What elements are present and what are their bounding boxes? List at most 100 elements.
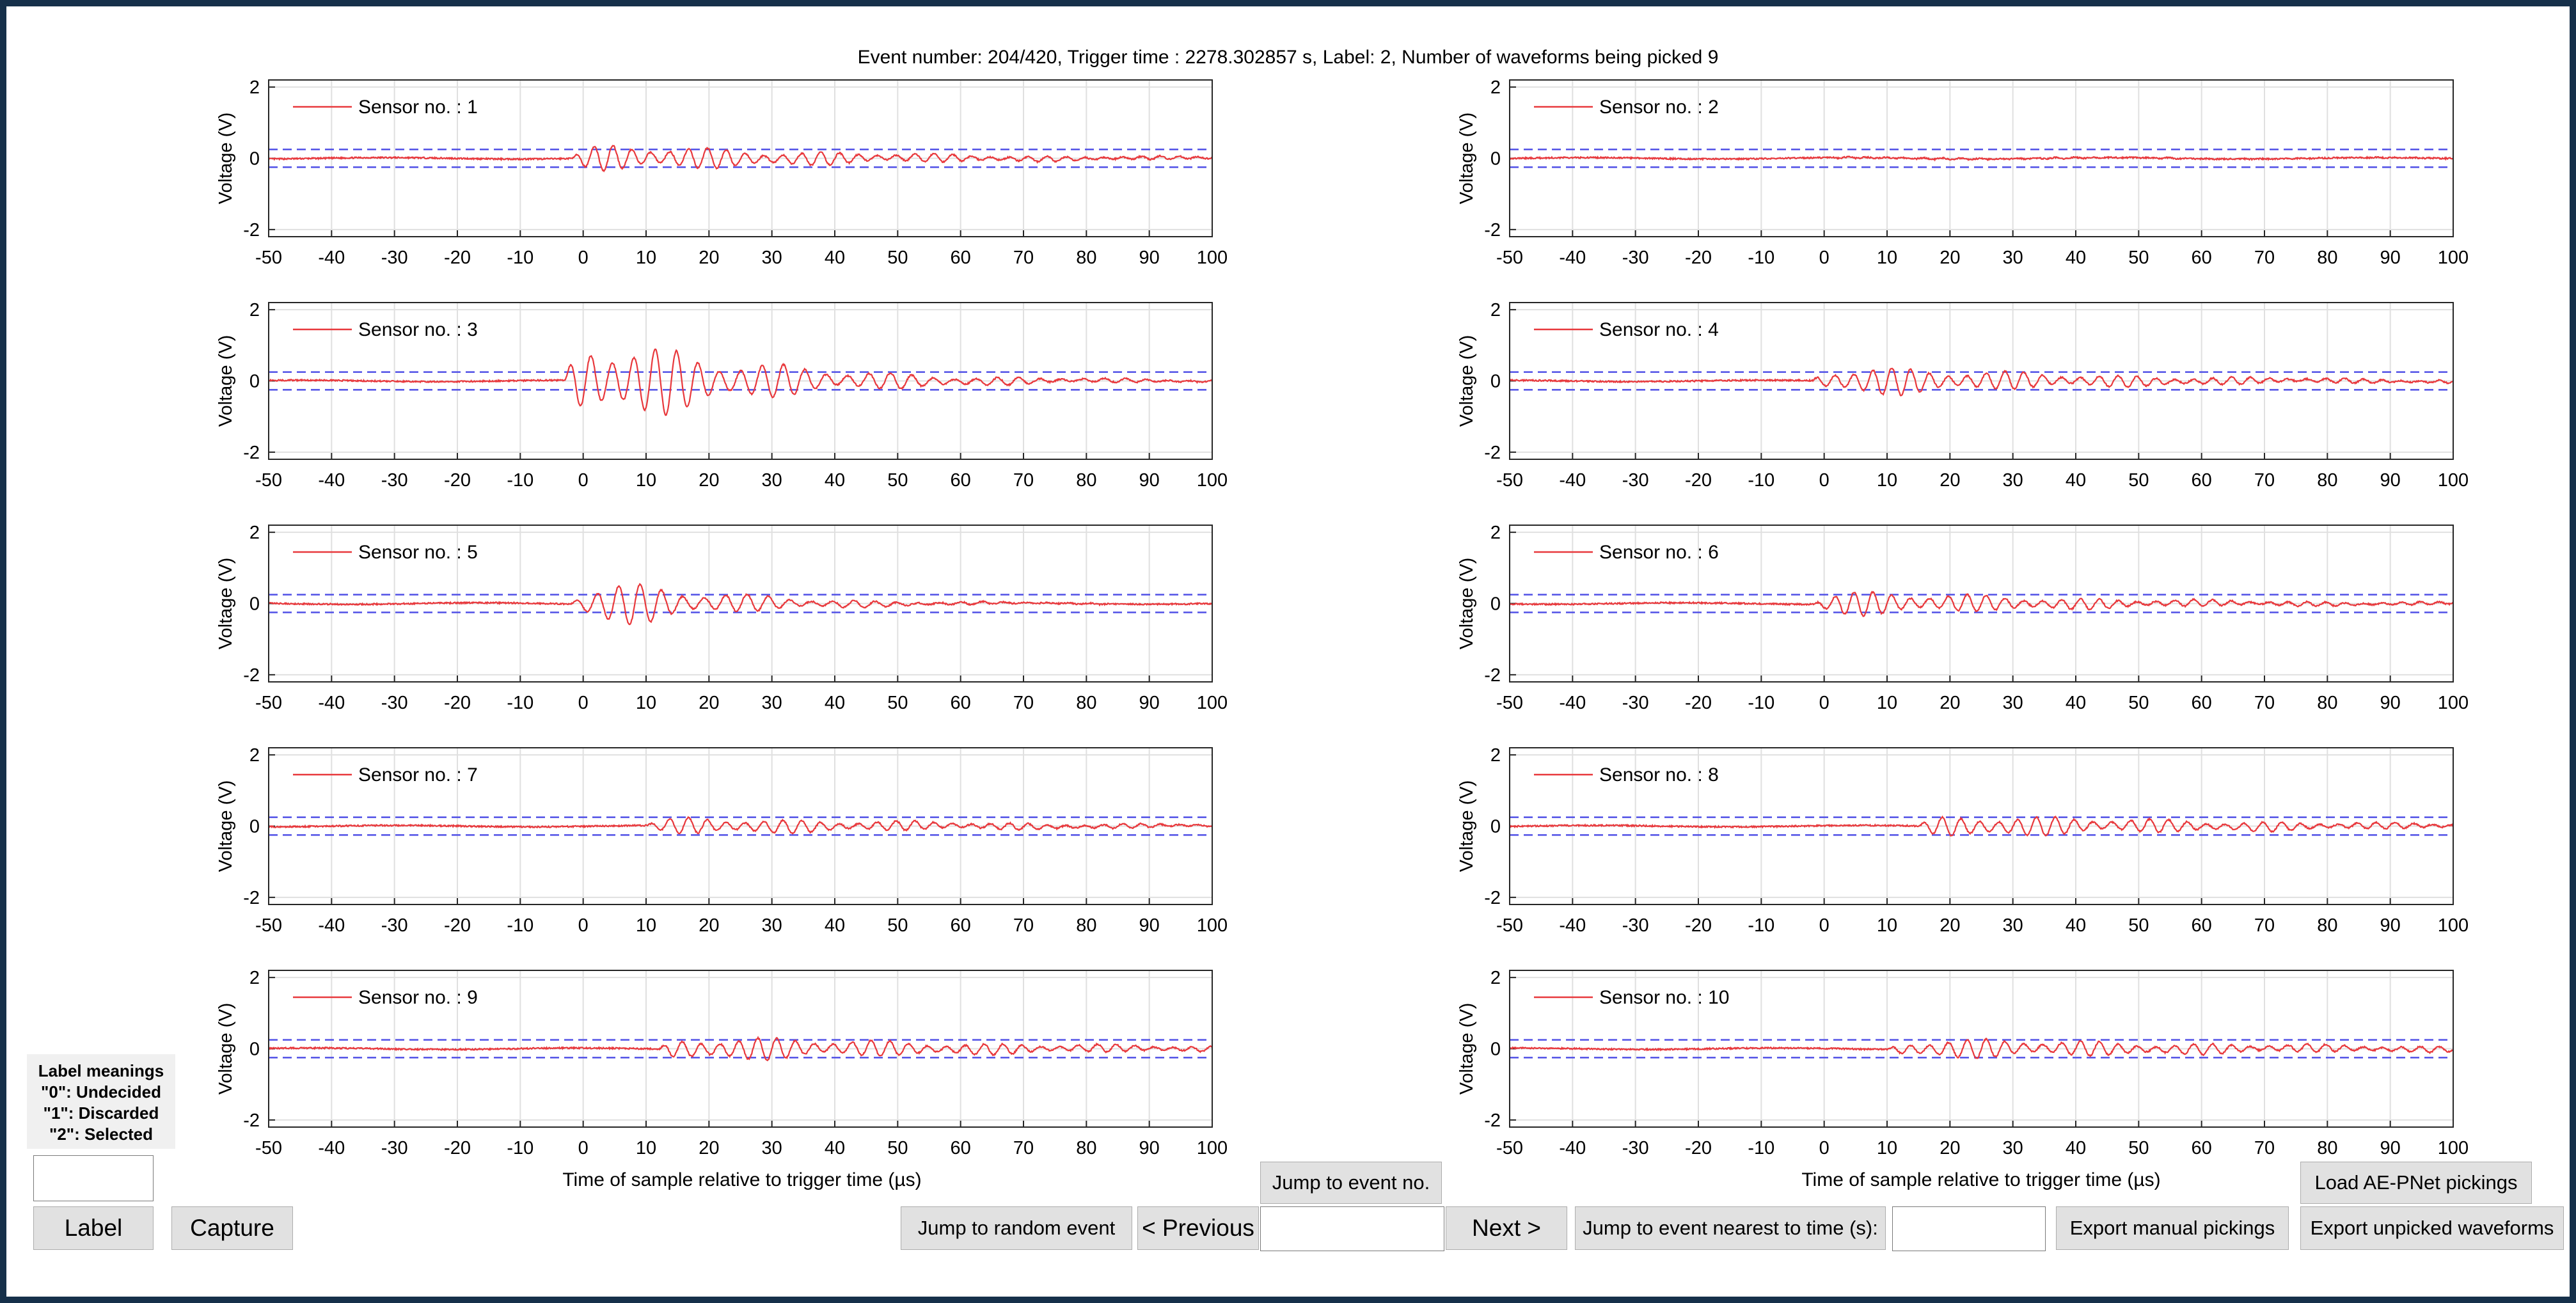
y-tick-label: 2 [249, 77, 260, 98]
x-tick-label: -20 [444, 915, 471, 936]
export-manual-pickings-button[interactable]: Export manual pickings [2056, 1206, 2289, 1250]
plot-frame [1509, 525, 2454, 683]
waveform-plot: -50 -40 -30 -20 -10 0 10 20 30 40 50 60 70 80 90 10020-… [216, 300, 1228, 491]
x-tick-label: 80 [1076, 915, 1096, 936]
x-tick-label: 0 [578, 470, 589, 491]
waveform-panel-sensor-10: -50 -40 -30 -20 -10 0 10 20 30 40 50 60 70 80 90 100 2 0-… [1446, 967, 2570, 1172]
x-tick-label: 100 [1197, 470, 1228, 491]
app-window: Event number: 204/420, Trigger time : 22… [6, 6, 2570, 1297]
x-tick-label: 90 [2380, 248, 2401, 268]
plot-frame [268, 747, 1213, 905]
x-tick-label: 50 [887, 248, 908, 268]
y-tick-label: 2 [249, 745, 260, 766]
x-tick-label: 20 [699, 1138, 719, 1158]
x-tick-label: 60 [2192, 248, 2212, 268]
waveform-plot: -50 -40 -30 -20 -10 0 10 20 30 40 50 60 70 80 90 10020-… [1457, 77, 2469, 268]
event-number-input[interactable] [1260, 1206, 1444, 1251]
x-tick-label: 20 [1940, 470, 1960, 491]
next-button[interactable]: Next > [1446, 1206, 1567, 1250]
export-unpicked-waveforms-button[interactable]: Export unpicked waveforms [2300, 1206, 2564, 1250]
x-tick-label: 30 [762, 470, 782, 491]
waveform-panel-sensor-3: -50 -40 -30 -20 -10 0 10 20 30 40 50 60 70 80 90 100 2 0-… [205, 299, 1420, 504]
y-tick-label: -2 [243, 1110, 260, 1131]
x-tick-label: -30 [381, 470, 408, 491]
legend-label: Sensor no. : 2 [1599, 97, 1719, 118]
waveform-line [1510, 815, 2454, 837]
x-tick-label: -40 [1559, 248, 1586, 268]
x-tick-label: 0 [578, 693, 589, 713]
y-axis-label: Voltage (V) [1457, 558, 1477, 649]
x-tick-label: 10 [1877, 248, 1897, 268]
x-tick-label: -10 [1748, 248, 1774, 268]
x-tick-label: 70 [1013, 470, 1034, 491]
x-tick-label: 90 [1139, 915, 1160, 936]
x-tick-label: 20 [699, 470, 719, 491]
y-tick-label: -2 [1484, 1110, 1501, 1131]
x-tick-label: 90 [2380, 693, 2401, 713]
label-meanings-title: Label meanings [38, 1061, 164, 1080]
label-meanings-box: Label meanings "0": Undecided "1": Disca… [27, 1054, 175, 1149]
jump-to-time-button[interactable]: Jump to event nearest to time (s): [1575, 1206, 1886, 1250]
waveform-panel-sensor-5: -50 -40 -30 -20 -10 0 10 20 30 40 50 60 70 80 90 100 2 0-… [205, 522, 1420, 727]
x-tick-label: 60 [951, 915, 971, 936]
x-tick-label: 50 [887, 1138, 908, 1158]
capture-button[interactable]: Capture [171, 1206, 293, 1250]
y-tick-label: -2 [243, 220, 260, 241]
x-tick-label: 10 [636, 470, 656, 491]
y-tick-label: 0 [1490, 372, 1501, 392]
x-tick-label: 60 [2192, 915, 2212, 936]
x-tick-label: 90 [1139, 248, 1160, 268]
y-tick-label: 0 [1490, 1039, 1501, 1060]
previous-button[interactable]: < Previous [1137, 1206, 1259, 1250]
x-tick-label: 100 [1197, 693, 1228, 713]
x-tick-label: 30 [762, 1138, 782, 1158]
x-tick-label: 100 [2438, 248, 2469, 268]
x-tick-label: -40 [318, 248, 345, 268]
plot-frame [1509, 970, 2454, 1128]
waveform-panel-sensor-4: -50 -40 -30 -20 -10 0 10 20 30 40 50 60 70 80 90 100 2 0-… [1446, 299, 2570, 504]
plot-frame [1509, 79, 2454, 237]
x-tick-label: 70 [2254, 693, 2275, 713]
x-tick-label: -40 [318, 1138, 345, 1158]
label-value-input[interactable] [33, 1155, 154, 1201]
y-tick-label: 0 [249, 594, 260, 615]
x-tick-label: 80 [1076, 693, 1096, 713]
load-ae-pnet-pickings-button[interactable]: Load AE-PNet pickings [2300, 1162, 2532, 1204]
trigger-time-input[interactable] [1892, 1206, 2046, 1251]
waveform-plot: -50 -40 -30 -20 -10 0 10 20 30 40 50 60 70 80 90 10020-… [216, 523, 1228, 713]
waveform-panel-sensor-6: -50 -40 -30 -20 -10 0 10 20 30 40 50 60 70 80 90 100 2 0-… [1446, 522, 2570, 727]
x-tick-label: -50 [1496, 693, 1523, 713]
x-tick-label: -20 [1685, 693, 1712, 713]
x-tick-label: 10 [636, 915, 656, 936]
y-tick-label: 0 [249, 817, 260, 837]
legend-label: Sensor no. : 5 [358, 542, 478, 563]
label-button[interactable]: Label [33, 1206, 154, 1250]
x-tick-label: 40 [825, 470, 845, 491]
x-tick-label: 70 [1013, 693, 1034, 713]
x-tick-label: 80 [1076, 248, 1096, 268]
x-tick-label: 20 [699, 248, 719, 268]
y-tick-label: 0 [1490, 149, 1501, 170]
x-tick-label: -20 [1685, 915, 1712, 936]
x-tick-label: 90 [1139, 693, 1160, 713]
x-tick-label: 10 [636, 248, 656, 268]
jump-to-random-event-button[interactable]: Jump to random event [901, 1206, 1132, 1250]
x-tick-label: 40 [825, 248, 845, 268]
x-tick-label: -20 [444, 1138, 471, 1158]
x-tick-label: -10 [507, 1138, 533, 1158]
y-axis-label: Voltage (V) [1457, 1003, 1477, 1094]
y-tick-label: 2 [249, 523, 260, 543]
x-tick-label: -40 [318, 693, 345, 713]
x-tick-label: -30 [1622, 693, 1649, 713]
x-tick-label: 40 [2066, 915, 2086, 936]
waveform-panel-sensor-7: -50 -40 -30 -20 -10 0 10 20 30 40 50 60 70 80 90 100 2 0-… [205, 745, 1420, 949]
x-tick-label: 30 [2003, 915, 2023, 936]
x-tick-label: 80 [2317, 693, 2337, 713]
x-tick-label: 80 [2317, 1138, 2337, 1158]
x-tick-label: 70 [1013, 1138, 1034, 1158]
x-tick-label: 80 [2317, 915, 2337, 936]
y-tick-label: -2 [1484, 888, 1501, 908]
waveform-line [268, 1036, 1212, 1062]
jump-to-event-button[interactable]: Jump to event no. [1260, 1162, 1442, 1204]
x-tick-label: -40 [1559, 1138, 1586, 1158]
